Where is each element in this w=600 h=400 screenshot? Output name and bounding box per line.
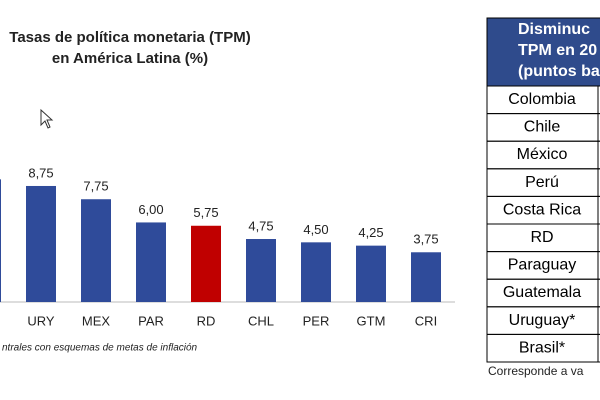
table-cell: Guatemala: [503, 284, 581, 301]
bar: [246, 239, 276, 302]
x-tick-label: MEX: [82, 313, 111, 328]
table-row: [486, 333, 600, 363]
value-label: 7,75: [83, 179, 108, 194]
value-label: 4,75: [248, 218, 273, 233]
x-tick-label: CRI: [415, 313, 437, 328]
value-label: 5,75: [193, 205, 218, 220]
bar: [301, 242, 331, 302]
chart-title: Tasas de política monetaria (TPM): [9, 29, 250, 46]
table-cell: Chile: [524, 119, 561, 136]
bar: [0, 179, 1, 302]
table-cell: RD: [530, 229, 553, 246]
x-tick-label: RD: [197, 313, 216, 328]
table-footnote: Corresponde a va: [488, 364, 584, 378]
table-header-text: (puntos ba: [518, 63, 600, 80]
x-tick-label: PAR: [138, 313, 164, 328]
value-label: 6,00: [138, 202, 163, 217]
table-cell: Perú: [525, 174, 559, 191]
x-tick-label: PER: [303, 313, 330, 328]
table-header: [486, 17, 600, 87]
bar: [411, 252, 441, 302]
table-cell: Brasil*: [519, 339, 565, 356]
value-label: 8,75: [28, 165, 53, 180]
bar: [191, 225, 221, 302]
value-label: 4,25: [358, 225, 383, 240]
x-tick-label: GTM: [357, 313, 386, 328]
footnote: ntrales con esquemas de metas de inflaci…: [2, 343, 198, 354]
table-cell: Uruguay*: [509, 312, 576, 329]
value-label: 3,75: [413, 232, 438, 247]
x-tick-label: CHL: [248, 313, 274, 328]
table-header-text: Disminuc: [518, 21, 590, 38]
x-tick-label: URY: [27, 313, 55, 328]
table-cell: Costa Rica: [503, 201, 581, 218]
bar: [26, 185, 56, 302]
table-cell: Colombia: [508, 91, 576, 108]
chart-title: en América Latina (%): [52, 50, 208, 67]
value-label: 4,50: [303, 222, 328, 237]
bar: [81, 199, 111, 302]
table-cell: México: [517, 146, 568, 163]
bar: [136, 222, 166, 302]
bar: [356, 245, 386, 302]
table-cell: Paraguay: [508, 257, 577, 274]
table-header-text: TPM en 20: [518, 42, 597, 59]
cursor: [40, 108, 54, 129]
